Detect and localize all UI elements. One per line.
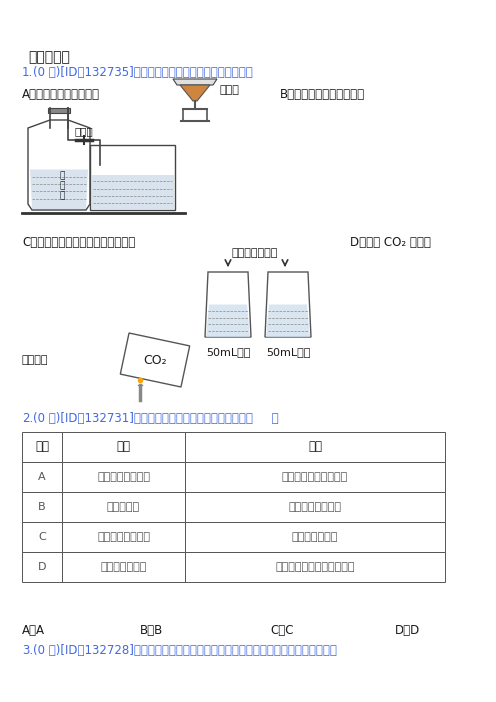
Bar	[22, 552, 62, 582]
Text: 氮气与二氧化碳: 氮气与二氧化碳	[100, 562, 147, 572]
Text: 木
炭
水: 木 炭 水	[60, 171, 65, 200]
Bar	[62, 552, 185, 582]
Text: 取样，加入肥皂水: 取样，加入肥皂水	[289, 502, 342, 512]
Text: A．探究石蜡中含碳元素: A．探究石蜡中含碳元素	[22, 88, 100, 101]
Text: (0 分)[ID：132735]下列实验方案，不能达到实验目的的是: (0 分)[ID：132735]下列实验方案，不能达到实验目的的是	[33, 66, 253, 79]
Text: 冷碟子: 冷碟子	[220, 85, 240, 95]
Text: 一、选择题: 一、选择题	[28, 50, 70, 64]
Bar	[91, 176, 174, 209]
Text: B．测定空气中氧气的含量: B．测定空气中氧气的含量	[280, 88, 365, 101]
Text: 空气的大: 空气的大	[22, 355, 49, 365]
Text: 2.: 2.	[22, 412, 33, 425]
Bar	[185, 492, 445, 522]
Polygon shape	[266, 305, 310, 337]
Bar	[62, 522, 185, 552]
Text: 各加一滴红墨水: 各加一滴红墨水	[232, 248, 278, 258]
Text: C．探究温度对分子运动快慢的影响: C．探究温度对分子运动快慢的影响	[22, 236, 135, 249]
Bar	[185, 462, 445, 492]
Polygon shape	[265, 272, 311, 337]
Bar	[185, 432, 445, 462]
Polygon shape	[206, 305, 250, 337]
Bar	[22, 432, 62, 462]
Polygon shape	[173, 79, 217, 85]
Text: B．B: B．B	[140, 624, 163, 637]
Text: 向集气瓶中伸入燃着的木条: 向集气瓶中伸入燃着的木条	[275, 562, 355, 572]
Text: CO₂: CO₂	[143, 354, 167, 366]
Text: 取样，观察颜色: 取样，观察颜色	[292, 532, 338, 542]
Text: 方法: 方法	[308, 440, 322, 453]
Bar	[62, 462, 185, 492]
Polygon shape	[205, 272, 251, 337]
Text: 50mL冷水: 50mL冷水	[206, 347, 250, 357]
Text: 弹簧夹: 弹簧夹	[74, 126, 93, 136]
Polygon shape	[180, 85, 210, 101]
Text: D．D: D．D	[395, 624, 420, 637]
Polygon shape	[121, 333, 189, 387]
Text: D．证明 CO₂ 密度比: D．证明 CO₂ 密度比	[350, 236, 431, 249]
Bar	[90, 145, 175, 210]
Text: 水与过氧化氢溶液: 水与过氧化氢溶液	[97, 472, 150, 482]
Text: D: D	[38, 562, 46, 572]
Text: C: C	[38, 532, 46, 542]
Text: 1.: 1.	[22, 66, 33, 79]
Text: 硬水与软水: 硬水与软水	[107, 502, 140, 512]
Bar	[48, 108, 70, 113]
Text: C．C: C．C	[270, 624, 294, 637]
Text: B: B	[38, 502, 46, 512]
Bar	[22, 522, 62, 552]
Bar	[62, 492, 185, 522]
Polygon shape	[30, 169, 88, 209]
Bar	[185, 552, 445, 582]
Bar	[185, 522, 445, 552]
Text: A．A: A．A	[22, 624, 45, 637]
Text: 3.: 3.	[22, 644, 33, 657]
Text: A: A	[38, 472, 46, 482]
Bar	[22, 492, 62, 522]
Text: 50mL热水: 50mL热水	[266, 347, 310, 357]
Text: 物质: 物质	[117, 440, 130, 453]
Text: 选项: 选项	[35, 440, 49, 453]
Bar	[22, 462, 62, 492]
Text: 氯酸钾与高锰酸钾: 氯酸钾与高锰酸钾	[97, 532, 150, 542]
Polygon shape	[28, 120, 90, 210]
Text: 取样，加入二氧化锰，: 取样，加入二氧化锰，	[282, 472, 348, 482]
Text: (0 分)[ID：132731]下列各组物质的鉴别方法不合理的是（     ）: (0 分)[ID：132731]下列各组物质的鉴别方法不合理的是（ ）	[33, 412, 279, 425]
Bar	[62, 432, 185, 462]
Text: (0 分)[ID：132728]下列实验内容中的横、纵坐标表示的量符合如图所示变化趋势的是: (0 分)[ID：132728]下列实验内容中的横、纵坐标表示的量符合如图所示变…	[33, 644, 337, 657]
